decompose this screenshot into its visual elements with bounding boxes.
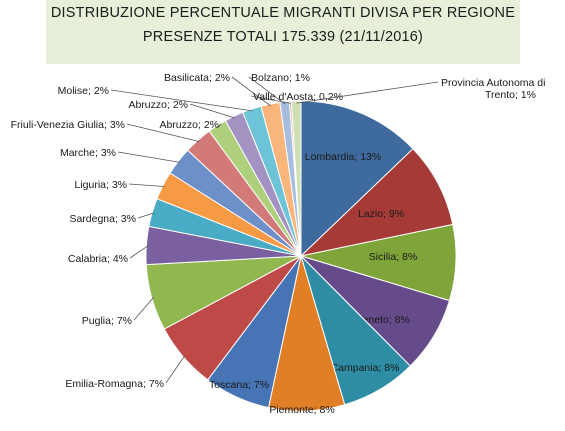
leader-line	[189, 103, 236, 119]
data-label: Abruzzo; 2%	[128, 99, 188, 111]
leader-line	[117, 151, 181, 163]
leader-line	[110, 89, 253, 112]
data-label: Friuli-Venezia Giulia; 3%	[11, 119, 125, 131]
title-banner: DISTRIBUZIONE PERCENTUALE MIGRANTI DIVIS…	[46, 0, 520, 64]
leader-line	[231, 76, 272, 107]
data-label: Sicilia; 8%	[369, 251, 417, 263]
data-label: Basilicata; 2%	[164, 72, 230, 84]
data-label: Sardegna; 3%	[69, 213, 136, 225]
leader-line	[296, 81, 439, 104]
data-label: Abruzzo; 2%	[159, 119, 219, 131]
data-label: Toscana; 7%	[209, 379, 269, 391]
data-label: Valle d'Aosta; 0,2%	[253, 91, 343, 103]
pie-slice	[290, 100, 302, 257]
leader-line	[126, 123, 200, 142]
data-label: Molise; 2%	[58, 85, 109, 97]
data-label: Lombardia; 13%	[305, 151, 381, 163]
data-label: Calabria; 4%	[68, 253, 128, 265]
leader-line	[137, 212, 155, 219]
data-label: Lazio; 9%	[358, 208, 404, 220]
leader-line	[129, 245, 149, 259]
pie-slice	[299, 148, 454, 257]
leader-line	[128, 183, 165, 187]
data-label: Emilia-Romagna; 7%	[65, 378, 164, 390]
data-label: Campania; 8%	[331, 362, 400, 374]
data-label: Trento; 1%	[485, 89, 536, 101]
data-label: Veneto; 8%	[356, 314, 410, 326]
data-label: Piemonte; 8%	[269, 404, 334, 416]
leader-line	[250, 95, 291, 104]
leader-line	[133, 297, 155, 321]
chart-title: DISTRIBUZIONE PERCENTUALE MIGRANTI DIVIS…	[50, 5, 516, 21]
data-label: Liguria; 3%	[74, 179, 127, 191]
chart-subtitle: PRESENZE TOTALI 175.339 (21/11/2016)	[142, 29, 424, 45]
leader-line	[165, 355, 186, 384]
data-label: Provincia Autonoma di	[441, 77, 545, 89]
leader-line	[217, 123, 222, 128]
data-label: Marche; 3%	[60, 147, 116, 159]
leader-line	[248, 76, 286, 105]
data-label: Puglia; 7%	[82, 315, 132, 327]
data-label: Bolzano; 1%	[251, 72, 310, 84]
